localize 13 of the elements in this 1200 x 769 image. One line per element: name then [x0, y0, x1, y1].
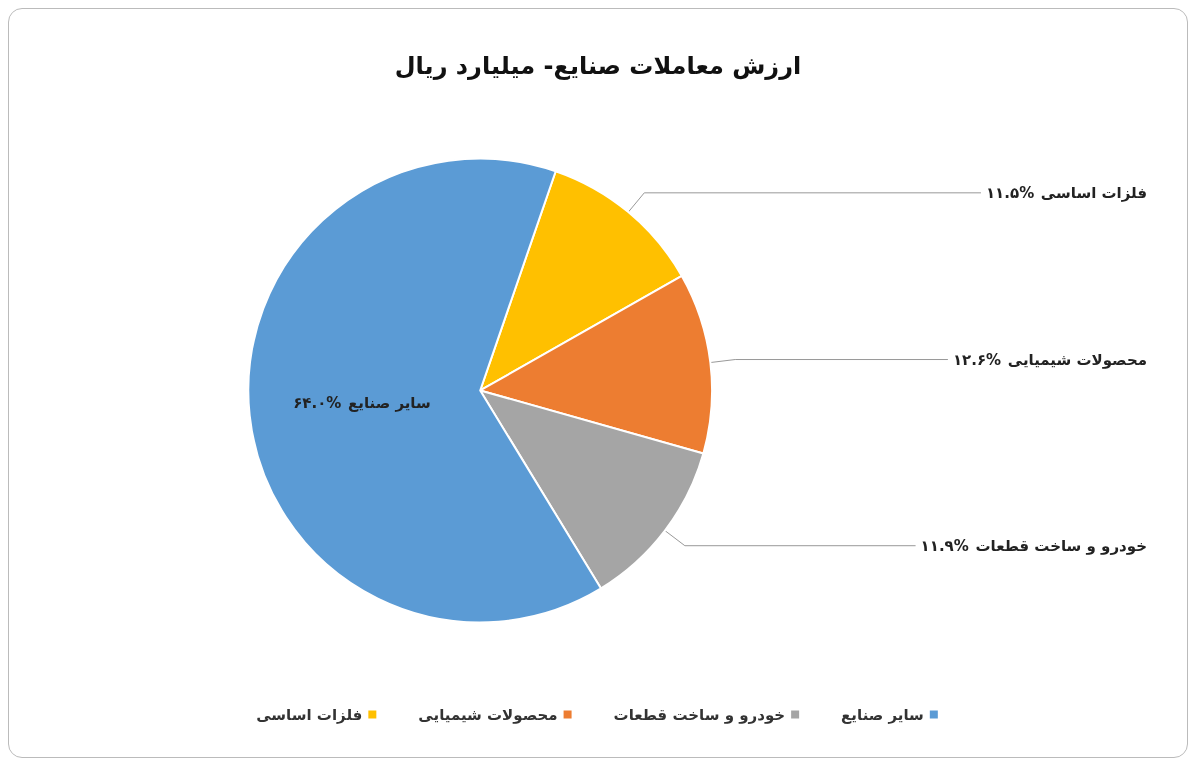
slice-label: محصولات شیمیایی — [1007, 350, 1147, 369]
data-label: ۱۲.۶% — [952, 350, 1002, 369]
legend-label: محصولات شیمیایی — [418, 705, 558, 724]
data-label: ۱۱.۹% — [920, 536, 969, 555]
slice-label: خودرو و ساخت قطعات — [975, 536, 1147, 555]
slice-label: سایر صنایع — [348, 394, 431, 413]
slice-label: فلزات اساسی — [1040, 183, 1147, 202]
legend-label: خودرو و ساخت قطعات — [613, 705, 786, 724]
data-label: ۶۴.۰% — [293, 394, 342, 413]
chart-title: ارزش معاملات صنایع- میلیارد ریال — [394, 52, 802, 80]
legend-label: فلزات اساسی — [256, 705, 363, 724]
data-label: ۱۱.۵% — [985, 183, 1035, 202]
legend-label: سایر صنایع — [841, 705, 924, 724]
